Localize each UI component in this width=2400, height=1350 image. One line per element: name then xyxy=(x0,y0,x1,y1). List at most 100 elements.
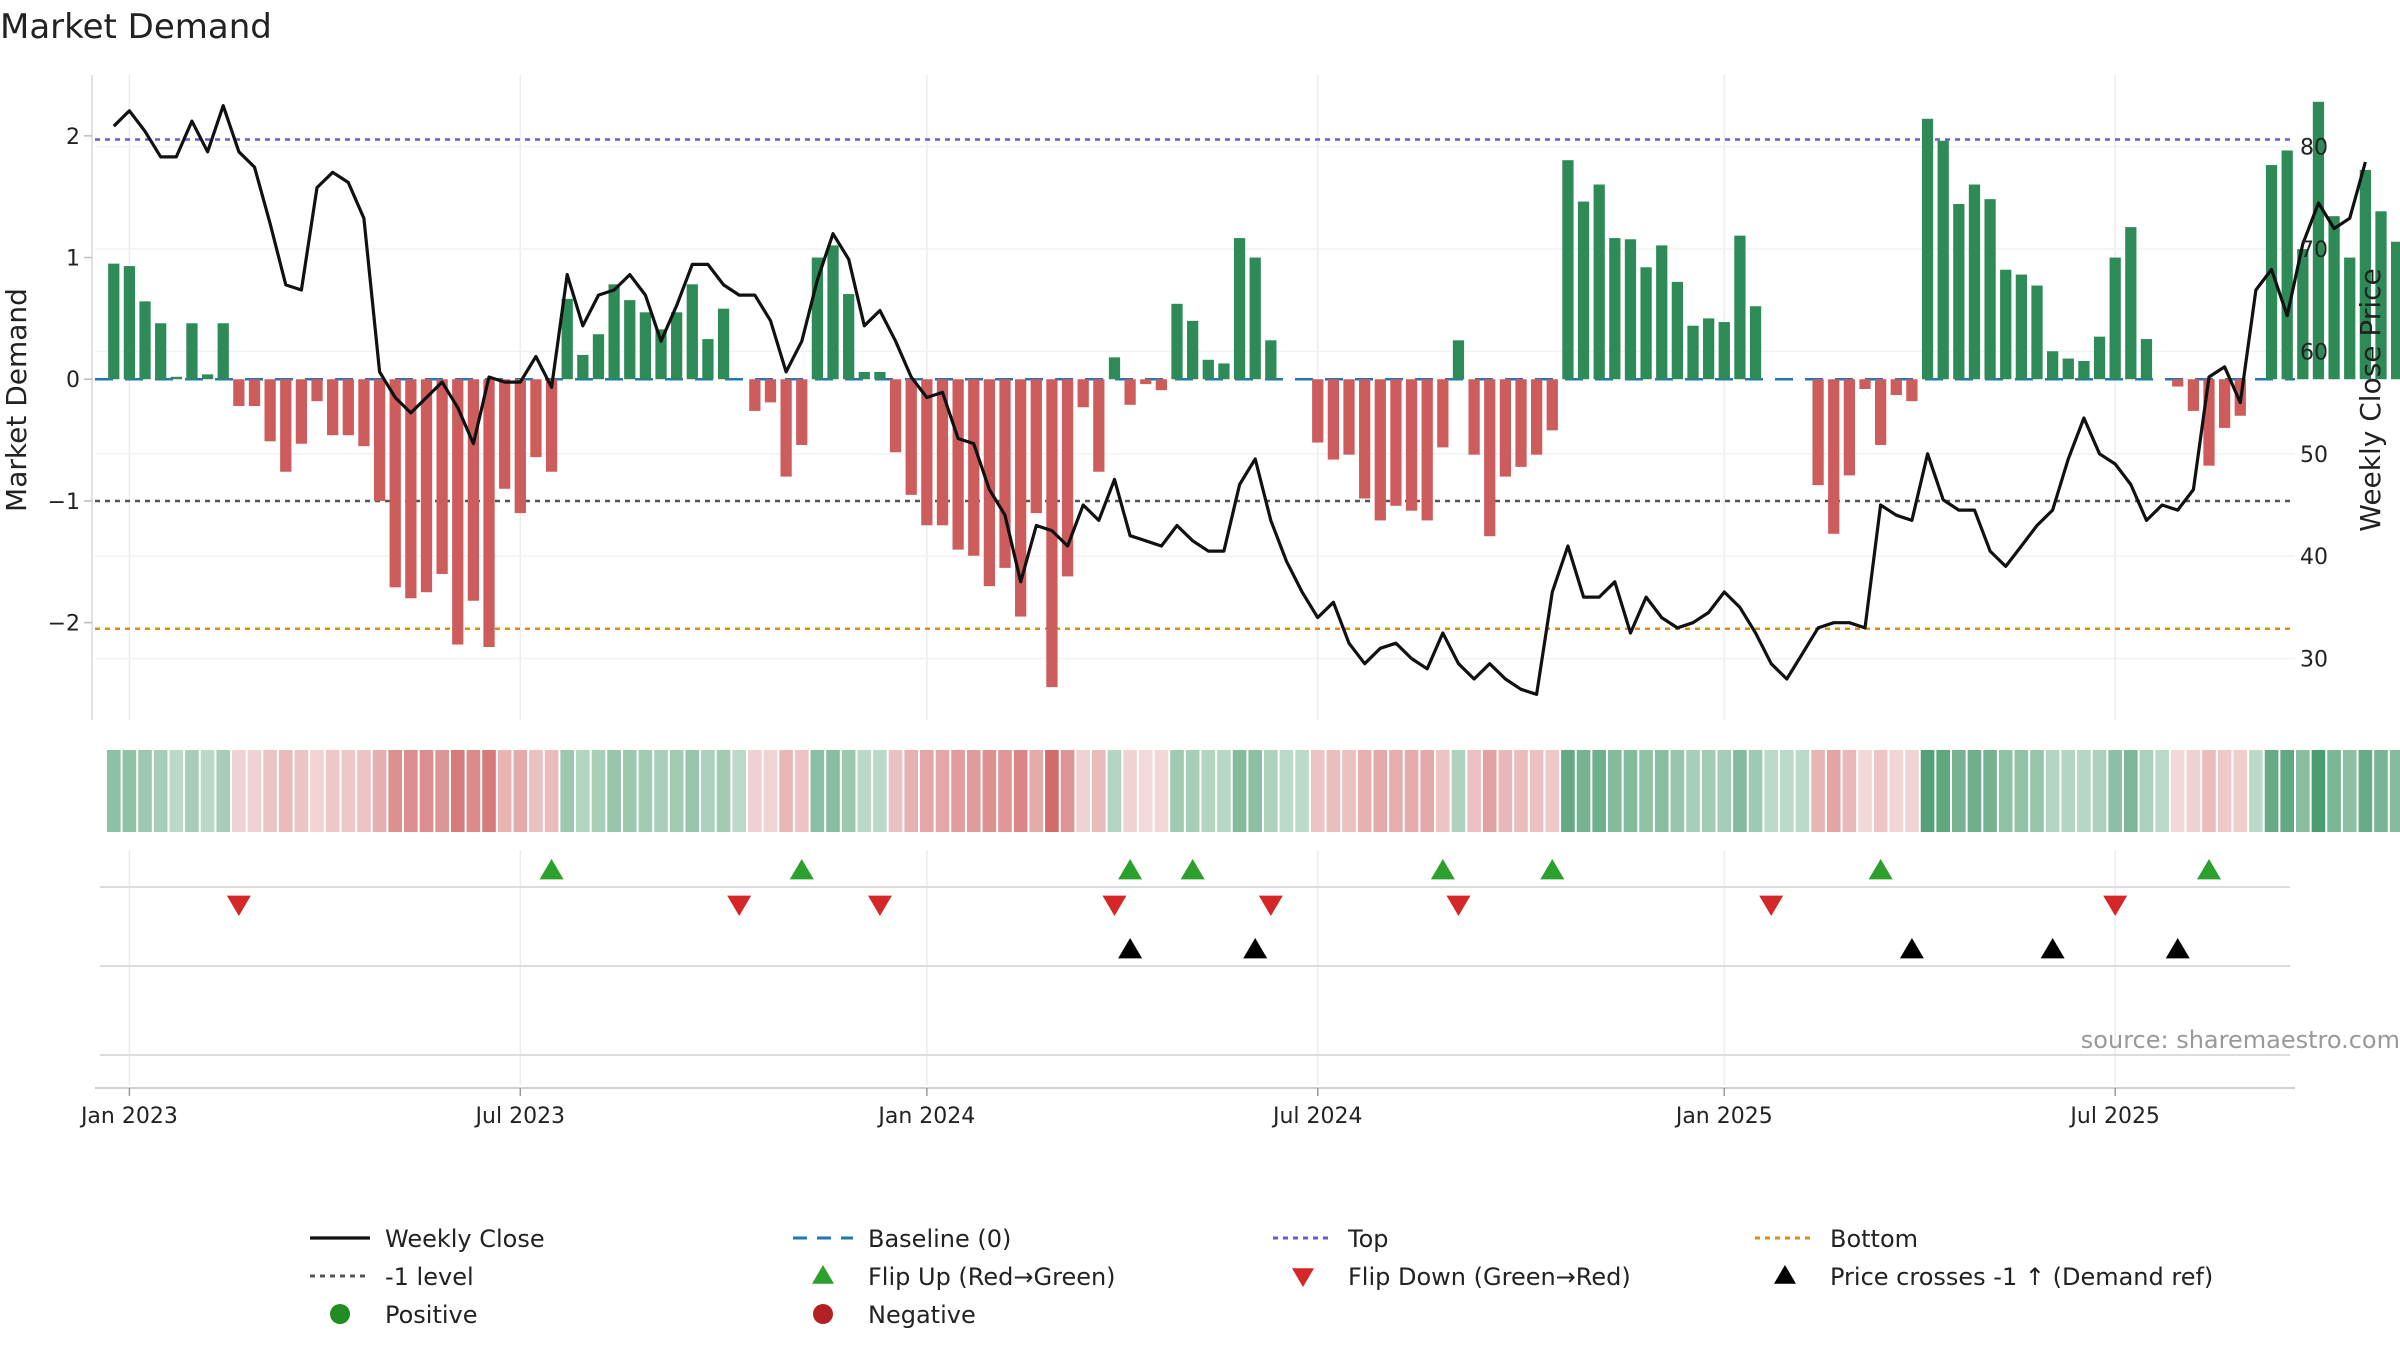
heat-cell xyxy=(1686,750,1700,832)
event-markers xyxy=(100,859,2290,1056)
heat-cell xyxy=(1185,750,1200,832)
x-tick-label: Jul 2025 xyxy=(2068,1104,2160,1129)
legend-swatch xyxy=(330,1304,350,1324)
heat-cell xyxy=(1138,750,1153,832)
legend-item-bottom: Bottom xyxy=(1755,1225,1918,1253)
demand-bar-negative xyxy=(2203,379,2215,466)
heat-cell xyxy=(732,750,747,832)
heat-cell xyxy=(1420,750,1435,832)
heat-cell xyxy=(1733,750,1747,832)
heat-cell xyxy=(1608,750,1622,832)
legend-item-positive: Positive xyxy=(330,1301,478,1329)
demand-bar-negative xyxy=(1890,379,1902,396)
heat-cell xyxy=(1670,750,1685,832)
demand-bar-positive xyxy=(2312,101,2325,380)
demand-bar-positive xyxy=(1718,322,1730,380)
demand-bar-positive xyxy=(2375,211,2387,380)
demand-bar-positive xyxy=(1656,245,1668,380)
demand-bar-negative xyxy=(1030,379,1042,514)
demand-bar-positive xyxy=(1953,204,1965,380)
heat-cell xyxy=(2030,750,2044,832)
heat-cell xyxy=(497,750,512,832)
demand-bar-positive xyxy=(1749,306,1762,380)
legend-item-flip-down: Flip Down (Green→Red) xyxy=(1292,1263,1631,1291)
legend-item-top: Top xyxy=(1273,1225,1389,1253)
heat-cell xyxy=(1842,750,1857,832)
demand-bar-positive xyxy=(1921,118,1934,380)
demand-bar-negative xyxy=(342,379,354,436)
demand-bar-positive xyxy=(2125,227,2137,380)
demand-bar-positive xyxy=(123,266,136,380)
demand-bar-positive xyxy=(655,329,667,380)
legend-swatch xyxy=(812,1265,834,1284)
demand-bar-negative xyxy=(1140,379,1152,385)
heat-cell xyxy=(232,750,246,832)
heat-cell xyxy=(185,750,199,832)
heat-cell xyxy=(2077,750,2091,832)
heat-cell xyxy=(763,750,778,832)
y-left-tick-label: −1 xyxy=(48,490,80,515)
heat-cell xyxy=(935,750,950,832)
heat-cell xyxy=(153,750,168,832)
demand-bar-negative xyxy=(420,379,433,593)
heat-cell xyxy=(263,750,277,832)
heat-cell xyxy=(841,750,856,832)
demand-bar-negative xyxy=(1359,379,1371,499)
demand-bar-positive xyxy=(2093,336,2106,380)
heat-cell xyxy=(2342,750,2357,832)
heat-cell xyxy=(1920,750,1935,832)
heat-cell xyxy=(951,750,965,832)
heat-cell xyxy=(1561,750,1575,832)
demand-bar-positive xyxy=(1452,340,1465,380)
heat-cell xyxy=(576,750,590,832)
heat-cell xyxy=(1201,750,1216,832)
flip-up-marker xyxy=(789,859,814,880)
heat-cell xyxy=(1013,750,1028,832)
heat-cell xyxy=(716,750,731,832)
legend-label: Weekly Close xyxy=(385,1225,545,1253)
heat-cell xyxy=(435,750,449,832)
heat-cell xyxy=(1076,750,1091,832)
demand-bar-negative xyxy=(1499,379,1512,477)
legend-label: Top xyxy=(1347,1225,1389,1253)
demand-bar-positive xyxy=(2000,269,2012,380)
heat-cell xyxy=(325,750,340,832)
demand-bar-negative xyxy=(233,379,245,407)
demand-bar-negative xyxy=(1421,379,1433,521)
demand-bar-negative xyxy=(1046,379,1058,688)
heat-cell xyxy=(1936,750,1951,832)
demand-bar-negative xyxy=(2187,379,2199,411)
heat-cell xyxy=(2108,750,2123,832)
heat-cell xyxy=(857,750,872,832)
demand-bar-negative xyxy=(1906,379,1918,402)
x-tick-label: Jan 2024 xyxy=(876,1104,975,1129)
y-left-tick-label: −2 xyxy=(48,612,80,637)
demand-bar-negative xyxy=(1546,379,1558,431)
demand-bar-positive xyxy=(201,374,214,380)
heat-cell xyxy=(1482,750,1497,832)
heat-cell xyxy=(1811,750,1825,832)
demand-bar-positive xyxy=(1265,340,1277,380)
flip-up-marker xyxy=(2197,859,2222,880)
demand-bar-positive xyxy=(2328,216,2340,380)
heat-cell xyxy=(2389,750,2400,832)
heat-cell xyxy=(701,750,715,832)
demand-bar-negative xyxy=(921,379,933,526)
demand-bar-positive xyxy=(1577,201,1590,380)
demand-bar-positive xyxy=(1233,238,1246,380)
heat-cell xyxy=(2327,750,2341,832)
heat-cell xyxy=(1873,750,1888,832)
heat-cell xyxy=(294,750,309,832)
heat-cell xyxy=(388,750,403,832)
demand-bar-positive xyxy=(1734,235,1746,380)
heat-cell xyxy=(1092,750,1106,832)
y-right-tick-label: 40 xyxy=(2300,545,2328,570)
heat-cell xyxy=(1529,750,1544,832)
heat-cell xyxy=(310,750,324,832)
demand-bar-positive xyxy=(155,323,167,380)
heat-cell xyxy=(1826,750,1841,832)
demand-bar-positive xyxy=(1249,257,1261,380)
heat-cell xyxy=(1123,750,1137,832)
legend-item-weekly-close: Weekly Close xyxy=(310,1225,545,1253)
demand-bar-negative xyxy=(749,379,761,411)
